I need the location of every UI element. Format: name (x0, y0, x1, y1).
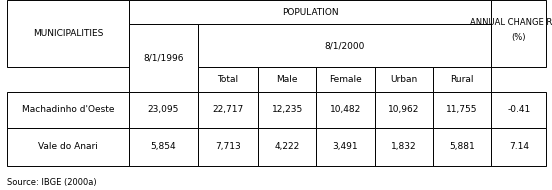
Text: -0.41: -0.41 (507, 105, 530, 114)
Bar (316, 67, 375, 92)
Text: 1,832: 1,832 (391, 142, 417, 151)
Bar (258, 92, 316, 128)
Bar (375, 92, 433, 128)
Text: 7.14: 7.14 (509, 142, 529, 151)
Text: 12,235: 12,235 (272, 105, 302, 114)
Bar (198, 67, 258, 92)
Text: (%): (%) (512, 33, 526, 42)
Bar (198, 24, 491, 67)
Bar (316, 92, 375, 128)
Bar (316, 128, 375, 166)
Text: 10,962: 10,962 (388, 105, 420, 114)
Text: 4,222: 4,222 (274, 142, 300, 151)
Bar (491, 128, 546, 166)
Bar (198, 128, 258, 166)
Bar (375, 128, 433, 166)
Text: 10,482: 10,482 (330, 105, 361, 114)
Bar (129, 24, 198, 92)
Text: MUNICIPALITIES: MUNICIPALITIES (33, 29, 103, 38)
Bar (129, 92, 198, 128)
Text: Urban: Urban (390, 75, 417, 84)
Bar (7, 92, 129, 128)
Bar (433, 92, 491, 128)
Bar (129, 0, 491, 24)
Text: Female: Female (329, 75, 362, 84)
Bar (491, 92, 546, 128)
Bar (491, 0, 546, 67)
Bar (7, 0, 129, 67)
Bar (433, 67, 491, 92)
Text: 22,717: 22,717 (212, 105, 243, 114)
Bar (198, 92, 258, 128)
Bar (7, 128, 129, 166)
Bar (433, 128, 491, 166)
Text: ANNUAL CHANGE RATE: ANNUAL CHANGE RATE (470, 18, 552, 27)
Text: 5,854: 5,854 (151, 142, 176, 151)
Text: Total: Total (217, 75, 238, 84)
Bar (258, 67, 316, 92)
Text: 5,881: 5,881 (449, 142, 475, 151)
Text: POPULATION: POPULATION (282, 8, 338, 17)
Text: 3,491: 3,491 (333, 142, 358, 151)
Bar (129, 128, 198, 166)
Text: Male: Male (277, 75, 298, 84)
Text: Vale do Anari: Vale do Anari (38, 142, 98, 151)
Text: Rural: Rural (450, 75, 474, 84)
Text: Machadinho d'Oeste: Machadinho d'Oeste (22, 105, 114, 114)
Text: 8/1/1996: 8/1/1996 (143, 54, 184, 63)
Text: Source: IBGE (2000a): Source: IBGE (2000a) (7, 178, 96, 187)
Text: 11,755: 11,755 (446, 105, 478, 114)
Text: 23,095: 23,095 (148, 105, 179, 114)
Text: 8/1/2000: 8/1/2000 (324, 41, 365, 50)
Bar (375, 67, 433, 92)
Text: 7,713: 7,713 (215, 142, 241, 151)
Bar (258, 128, 316, 166)
